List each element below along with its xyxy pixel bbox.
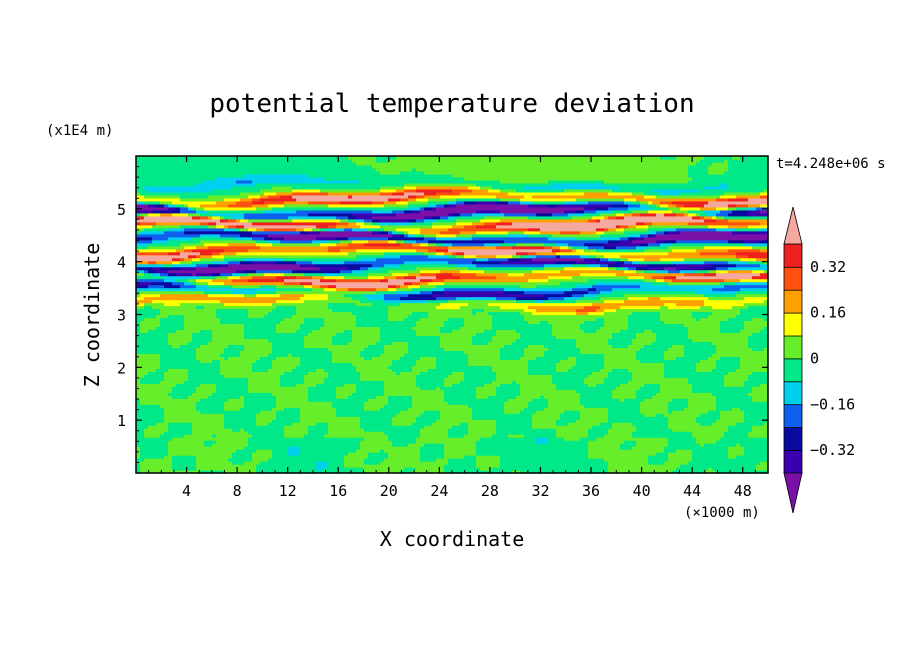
time-label: t=4.248e+06 s — [776, 156, 886, 172]
plot-area — [136, 156, 769, 474]
chart-title: potential temperature deviation — [209, 89, 694, 119]
field-contours — [136, 156, 769, 474]
y-unit-label: (x1E4 m) — [46, 123, 113, 139]
